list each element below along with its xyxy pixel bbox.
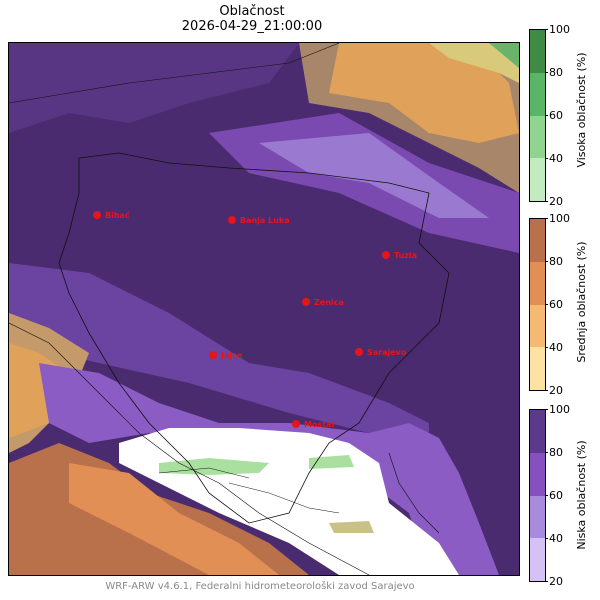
colorbar-low-tick: 20 bbox=[545, 575, 563, 588]
colorbar-low-tick: 40 bbox=[545, 532, 563, 545]
colorbar-low-label: Niska oblačnost (%) bbox=[575, 440, 588, 550]
colorbar-mid-label: Srednja oblačnost (%) bbox=[575, 241, 588, 363]
colorbar-high-tick: 60 bbox=[545, 109, 563, 122]
city-marker: Jajce bbox=[209, 351, 243, 360]
city-label-sarajevo: Sarajevo bbox=[367, 348, 407, 357]
colorbar-high-tick: 100 bbox=[545, 23, 570, 36]
colorbar-low-clouds bbox=[529, 409, 546, 582]
colorbar-mid-tick: 60 bbox=[545, 298, 563, 311]
city-marker: Bihać bbox=[93, 210, 130, 220]
city-label-zenica: Zenica bbox=[314, 298, 344, 307]
colorbar-mid-tick: 20 bbox=[545, 384, 563, 397]
colorbar-low-tick: 60 bbox=[545, 489, 563, 502]
city-label-bihac: Bihać bbox=[105, 210, 130, 220]
colorbar-mid-clouds bbox=[529, 218, 546, 391]
colorbar-mid-tick: 40 bbox=[545, 341, 563, 354]
city-label-tuzla: Tuzla bbox=[394, 251, 417, 260]
city-marker: Banja Luka bbox=[228, 216, 290, 225]
city-marker: Mostar bbox=[292, 420, 335, 429]
cloud-map: Bihać Banja Luka Tuzla Zenica Jajce Sara… bbox=[8, 42, 520, 576]
map-title: Oblačnost bbox=[219, 4, 285, 19]
colorbar-high-label: Visoka oblačnost (%) bbox=[575, 52, 588, 168]
colorbar-low-tick: 100 bbox=[545, 403, 570, 416]
city-marker: Sarajevo bbox=[355, 348, 407, 357]
colorbar-high-tick: 80 bbox=[545, 66, 563, 79]
colorbar-high-clouds bbox=[529, 29, 546, 202]
city-label-banja-luka: Banja Luka bbox=[240, 216, 290, 225]
city-marker: Zenica bbox=[302, 298, 344, 307]
city-label-mostar: Mostar bbox=[304, 420, 335, 429]
colorbar-low-tick: 80 bbox=[545, 446, 563, 459]
footer-credit: WRF-ARW v4.6.1, Federalni hidrometeorolo… bbox=[105, 581, 415, 592]
city-marker: Tuzla bbox=[382, 251, 417, 260]
colorbar-mid-tick: 100 bbox=[545, 212, 570, 225]
colorbar-high-tick: 20 bbox=[545, 195, 563, 208]
city-label-jajce: Jajce bbox=[220, 351, 243, 360]
colorbar-mid-tick: 80 bbox=[545, 255, 563, 268]
map-timestamp: 2026-04-29_21:00:00 bbox=[181, 19, 323, 34]
colorbar-high-tick: 40 bbox=[545, 152, 563, 165]
